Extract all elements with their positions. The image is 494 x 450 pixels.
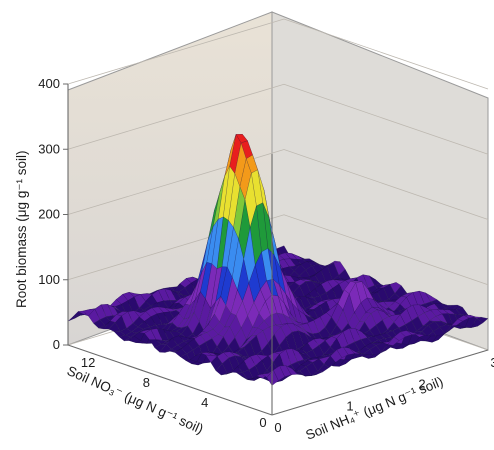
x-tick-label: 8 [143, 375, 150, 390]
y-tick-label: 3 [490, 355, 494, 370]
y-tick-label: 0 [274, 420, 281, 435]
gridline [67, 18, 489, 90]
x-tick-label: 12 [81, 355, 95, 370]
x-axis-label: Soil NO₃⁻ (μg N g⁻¹ soil) [65, 363, 206, 437]
gridline [67, 214, 489, 286]
z-axis-label: Root biomass (μg g⁻¹ soil) [14, 151, 29, 308]
z-tick-label: 400 [38, 76, 60, 91]
x-tick-label: 0 [259, 415, 266, 430]
surface-mesh [67, 133, 489, 386]
nh4-axis-line [271, 349, 489, 416]
no3-axis-line [67, 344, 273, 416]
x-tick-label: 4 [201, 395, 208, 410]
z-tick-label: 200 [38, 207, 60, 222]
gridline [67, 149, 489, 220]
y-tick-label: 2 [418, 377, 425, 392]
surface-cell [266, 369, 279, 386]
z-tick-label: 100 [38, 272, 60, 287]
y-tick-label: 1 [346, 398, 353, 413]
z-tick-label: 0 [53, 337, 60, 352]
z-tick-label: 300 [38, 141, 60, 156]
gridline [67, 83, 489, 155]
tick-labels: 0100200300400048120123 [38, 76, 494, 435]
